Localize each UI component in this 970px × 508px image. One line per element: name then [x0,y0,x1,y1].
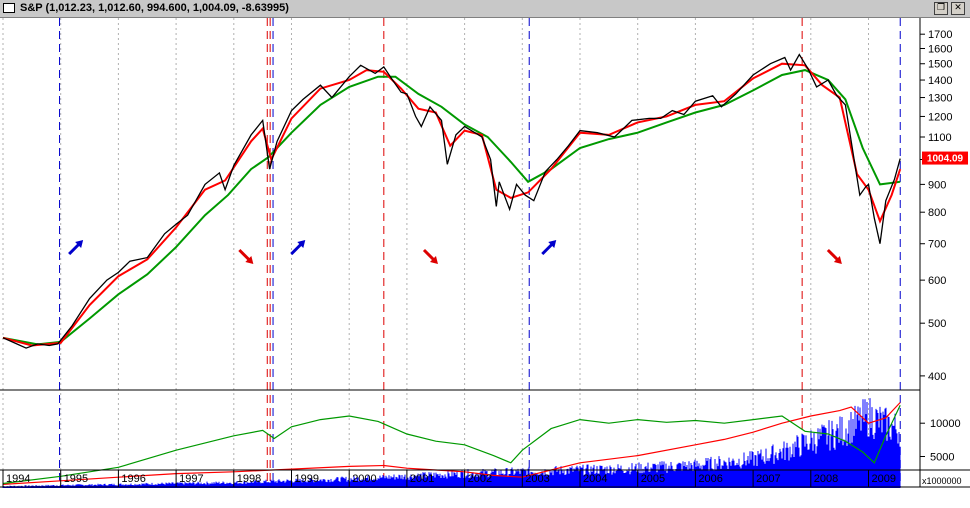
year-label: 1994 [6,473,30,485]
year-label: 2008 [814,473,838,485]
price-tick-label: 1400 [928,75,952,87]
signal-arrows [68,240,842,264]
price-tick-label: 400 [928,371,946,383]
buy-arrow-head [75,240,84,248]
year-label: 2001 [410,473,434,485]
year-label: 2005 [641,473,665,485]
year-label: 1995 [64,473,88,485]
window-titlebar: S&P (1,012.23, 1,012.60, 994.600, 1,004.… [0,0,970,18]
year-label: 1997 [179,473,203,485]
price-tick-label: 1300 [928,93,952,105]
chart-window-icon [3,3,15,13]
time-axis: 1994 1995 1996 1997 1998 1999 2000 2001 2002 2003… [2,470,896,487]
slow-ma-line [2,69,901,346]
sell-arrow-head [833,256,842,264]
price-tick-label: 1700 [928,29,952,41]
sell-arrow [238,248,254,264]
price-tick-label: 800 [928,207,946,219]
price-tick-label: 600 [928,275,946,287]
close-button[interactable]: ✕ [951,2,965,15]
price-line [2,53,901,349]
year-label: 2002 [468,473,492,485]
sell-arrow-head [429,256,438,264]
price-chart[interactable]: 4005006007008009001000110012001300140015… [0,18,970,508]
year-label: 1996 [121,473,145,485]
sell-arrow-head [245,256,254,264]
year-label: 1998 [237,473,261,485]
price-axis: 4005006007008009001000110012001300140015… [920,29,952,383]
price-tick-label: 500 [928,318,946,330]
year-label: 2009 [872,473,896,485]
year-gridlines [2,18,869,487]
lower-tick-label: 5000 [930,452,954,464]
price-lines [2,53,902,349]
year-label: 1999 [295,473,319,485]
buy-arrow-head [548,240,557,248]
buy-arrow [290,240,306,256]
last-value-label: 1004.09 [927,154,964,165]
lower-green-line [2,404,901,485]
window-title: S&P (1,012.23, 1,012.60, 994.600, 1,004.… [20,2,289,14]
price-tick-label: 1200 [928,111,952,123]
year-label: 2004 [583,473,607,485]
year-label: 2007 [756,473,780,485]
price-tick-label: 900 [928,179,946,191]
sell-arrow [422,248,438,264]
price-tick-label: 1600 [928,44,952,56]
sell-arrow [826,248,842,264]
buy-arrow [541,240,557,256]
restore-button[interactable]: ❐ [934,2,948,15]
lower-red-line [2,402,901,485]
lower-multiplier-label: x1000000 [922,476,962,486]
chart-background [0,18,970,508]
lower-tick-label: 10000 [930,418,961,430]
year-label: 2003 [525,473,549,485]
buy-arrow [68,240,84,256]
fast-ma-line [2,62,902,347]
year-label: 2000 [352,473,376,485]
buy-arrow-head [297,240,306,248]
signal-lines [59,18,901,487]
lower-axis: 5000 10000 x1000000 [920,418,962,486]
last-value-box [922,151,968,165]
last-value-marker: 1004.09 [922,151,968,165]
price-tick-label: 1100 [928,132,952,144]
price-tick-label: 1500 [928,59,952,71]
year-label: 2006 [698,473,722,485]
lower-indicator-lines [2,402,901,485]
price-tick-label: 700 [928,239,946,251]
